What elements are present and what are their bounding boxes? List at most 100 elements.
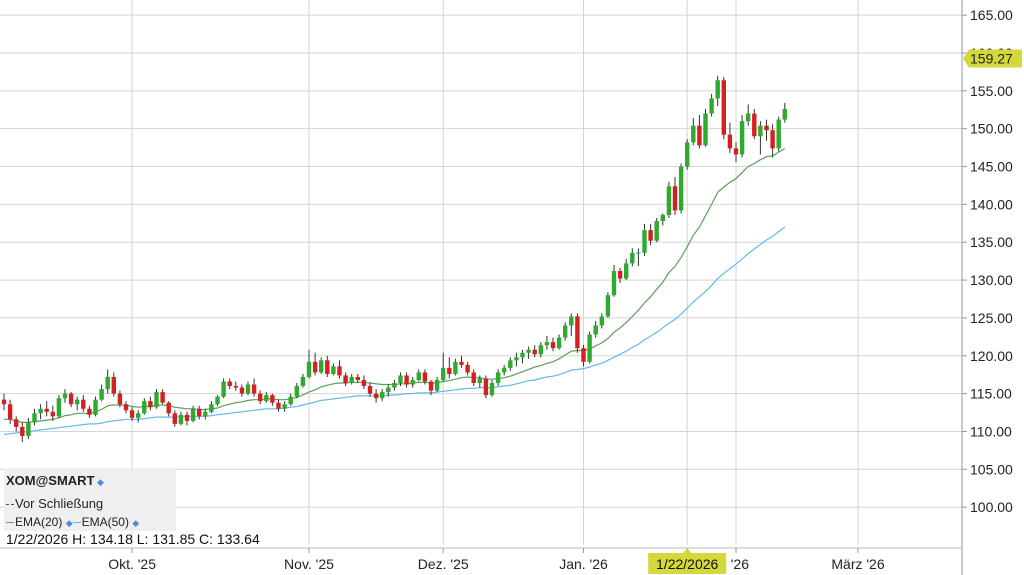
candle-3 xyxy=(20,422,25,443)
candle-body-99 xyxy=(605,295,611,317)
candle-body-68 xyxy=(416,372,421,380)
candle-21 xyxy=(129,407,135,421)
candle-body-80 xyxy=(489,383,495,396)
candle-body-0 xyxy=(1,399,7,405)
candle-body-90 xyxy=(550,342,556,349)
candle-body-53 xyxy=(325,360,330,374)
candle-body-97 xyxy=(593,325,598,335)
candle-110 xyxy=(672,177,678,215)
candle-body-2 xyxy=(14,419,19,427)
legend-ema20[interactable]: EMA(20) xyxy=(15,515,63,529)
candle-body-36 xyxy=(221,381,226,397)
candle-body-62 xyxy=(380,392,385,399)
candle-86 xyxy=(526,346,531,359)
legend-ema: EMA(20) ◆ EMA(50) ◆ xyxy=(6,515,139,529)
candle-42 xyxy=(258,390,263,405)
candle-body-94 xyxy=(575,316,580,349)
candle-94 xyxy=(575,313,580,353)
candle-76 xyxy=(465,361,470,376)
candle-body-57 xyxy=(349,376,354,384)
y-tick-label-3: 115.00 xyxy=(970,386,1012,402)
candle-61 xyxy=(373,389,379,403)
candle-88 xyxy=(538,342,543,358)
candle-112 xyxy=(685,139,690,170)
candle-84 xyxy=(514,352,519,367)
candle-body-37 xyxy=(227,381,232,387)
legend-symbol[interactable]: XOM@SMART ◆ xyxy=(6,473,104,488)
candle-107 xyxy=(654,218,659,243)
candle-108 xyxy=(660,213,665,226)
candle-12 xyxy=(75,396,80,411)
candle-body-106 xyxy=(648,230,653,241)
candle-116 xyxy=(709,93,714,117)
candle-body-61 xyxy=(373,393,379,399)
candle-body-30 xyxy=(184,414,190,421)
candle-body-3 xyxy=(20,426,25,436)
candle-70 xyxy=(428,379,434,396)
candle-body-6 xyxy=(38,408,43,414)
candle-47 xyxy=(288,393,293,406)
candle-5 xyxy=(32,408,37,426)
candle-body-44 xyxy=(270,395,275,403)
candle-body-27 xyxy=(166,402,171,414)
candle-80 xyxy=(489,379,495,397)
candle-35 xyxy=(215,395,220,406)
x-tick-label-3: Jan. '26 xyxy=(559,556,608,572)
y-tick-label-13: 165.00 xyxy=(970,7,1013,23)
candle-body-73 xyxy=(447,367,452,374)
y-tick-label-7: 135.00 xyxy=(970,234,1013,250)
candle-105 xyxy=(642,224,647,256)
candle-body-98 xyxy=(599,316,604,326)
candle-body-88 xyxy=(538,345,543,355)
candle-body-60 xyxy=(367,386,373,394)
candle-115 xyxy=(703,109,708,147)
candle-body-10 xyxy=(62,393,68,399)
candle-body-29 xyxy=(178,414,184,424)
y-tick-label-2: 110.00 xyxy=(970,423,1012,439)
candle-53 xyxy=(325,355,330,377)
candle-128 xyxy=(782,102,787,123)
candle-121 xyxy=(739,115,745,158)
candle-body-50 xyxy=(306,361,312,377)
candle-body-14 xyxy=(87,408,92,415)
candle-body-83 xyxy=(508,360,513,368)
candle-52 xyxy=(319,357,324,374)
candle-body-58 xyxy=(355,376,360,380)
candle-body-59 xyxy=(361,379,367,387)
candle-78 xyxy=(477,375,482,388)
candle-body-103 xyxy=(630,252,635,264)
candle-45 xyxy=(276,399,281,412)
candle-59 xyxy=(361,375,367,390)
candle-104 xyxy=(636,248,641,267)
candle-body-21 xyxy=(129,410,135,418)
settings-dot-icon[interactable]: ◆ xyxy=(94,477,104,487)
candle-10 xyxy=(62,389,68,403)
candle-body-22 xyxy=(136,413,141,418)
candle-38 xyxy=(233,381,238,391)
legend-ema50[interactable]: EMA(50) xyxy=(81,515,129,529)
candle-118 xyxy=(721,77,726,140)
candle-body-118 xyxy=(721,80,726,135)
candle-body-122 xyxy=(746,113,751,122)
candle-body-121 xyxy=(739,121,745,155)
candle-18 xyxy=(111,372,116,397)
ema50-series xyxy=(3,226,786,436)
candle-62 xyxy=(380,389,385,402)
x-tick-label-5: . '26 xyxy=(723,556,749,572)
candle-body-102 xyxy=(624,263,629,279)
candle-body-5 xyxy=(32,413,37,423)
candle-90 xyxy=(550,337,556,352)
candle-body-31 xyxy=(190,408,196,421)
candle-60 xyxy=(367,383,373,397)
candle-32 xyxy=(197,405,202,420)
y-tick-label-10: 150.00 xyxy=(970,121,1013,137)
candle-22 xyxy=(136,410,141,423)
candle-96 xyxy=(587,331,592,364)
candle-63 xyxy=(386,384,391,397)
crosshair-date-label: 1/22/2026 xyxy=(656,556,718,572)
candle-body-125 xyxy=(764,125,769,131)
y-axis: 100.00 105.00 110.00 115.00 120.00 125.00 130.… xyxy=(961,0,1022,575)
candle-body-39 xyxy=(239,387,245,394)
candle-body-120 xyxy=(733,148,739,155)
